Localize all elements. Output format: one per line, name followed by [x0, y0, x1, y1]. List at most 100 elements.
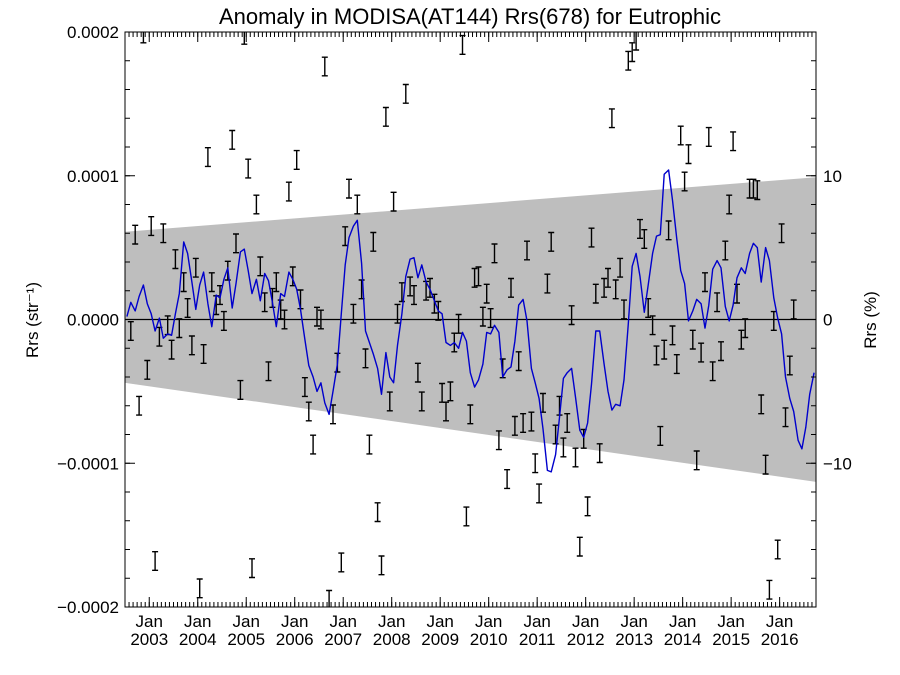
error-bar [653, 345, 660, 366]
error-bar [689, 329, 696, 350]
data-point [568, 305, 575, 326]
error-bar [608, 108, 615, 129]
data-point [338, 552, 345, 573]
data-point [208, 272, 215, 293]
data-point [148, 216, 155, 237]
data-point [576, 536, 583, 557]
data-point [515, 351, 522, 372]
error-bar [596, 443, 603, 464]
x-tick-label-year: 2006 [276, 630, 314, 649]
error-bar [237, 379, 244, 400]
data-point [314, 306, 320, 327]
data-point [204, 147, 211, 168]
data-point [734, 283, 740, 304]
data-point [661, 339, 668, 360]
error-bar [483, 283, 490, 304]
x-tick-label-month: Jan [620, 612, 647, 631]
data-point [354, 194, 361, 215]
y-left-tick-label: −0.0002 [57, 598, 119, 617]
data-point [726, 194, 733, 215]
error-bar [443, 401, 449, 422]
x-tick-label-month: Jan [572, 612, 599, 631]
error-bar [447, 381, 454, 402]
data-point [738, 329, 745, 350]
data-point [317, 309, 324, 330]
error-bar [621, 299, 627, 320]
error-bar [495, 430, 502, 451]
error-bar [233, 233, 239, 254]
data-point [160, 223, 167, 244]
data-point [612, 279, 619, 300]
data-point [698, 342, 705, 363]
x-tick-label-month: Jan [669, 612, 696, 631]
data-point [346, 178, 352, 199]
data-point [617, 257, 624, 278]
data-point [362, 348, 369, 369]
error-bar [750, 178, 757, 199]
x-tick-label-month: Jan [426, 612, 453, 631]
data-point [681, 171, 688, 192]
data-point [253, 194, 260, 215]
error-bar [633, 32, 640, 51]
data-point [398, 282, 405, 303]
error-bar [714, 292, 721, 313]
error-bar [515, 351, 522, 372]
error-bar [176, 318, 183, 339]
error-bar [184, 298, 191, 318]
data-point [592, 283, 599, 304]
error-bar [491, 243, 498, 264]
error-bar [601, 277, 608, 298]
error-bar [378, 555, 385, 576]
data-point [152, 551, 159, 571]
error-bar [617, 257, 624, 278]
error-bar [463, 506, 470, 527]
data-point [310, 434, 317, 455]
data-point [326, 589, 333, 607]
x-tick-label-month: Jan [233, 612, 260, 631]
error-bar [673, 354, 680, 375]
data-point [200, 344, 207, 364]
x-tick-label-month: Jan [378, 612, 405, 631]
error-bar [220, 310, 227, 331]
x-tick-label-month: Jan [717, 612, 744, 631]
data-point [273, 272, 280, 293]
error-bar [544, 273, 551, 294]
data-point [532, 453, 539, 474]
data-point [524, 240, 530, 261]
data-point [714, 292, 721, 313]
error-bar [552, 424, 559, 445]
error-bar [314, 306, 320, 327]
data-point [172, 249, 179, 270]
error-bar [681, 171, 688, 192]
y-axis-right-label: Rrs (%) [861, 291, 880, 349]
data-point [402, 83, 409, 104]
error-bar [605, 267, 611, 288]
y-right-tick-label: 0 [823, 311, 832, 330]
error-bar [564, 413, 571, 433]
data-point [601, 277, 608, 298]
data-point [487, 308, 494, 329]
error-bar [718, 341, 724, 362]
error-bar [144, 359, 151, 380]
error-bar [402, 83, 409, 104]
x-tick-label-year: 2003 [130, 630, 168, 649]
error-bar [742, 318, 749, 339]
error-bar [229, 129, 236, 150]
data-point [705, 126, 712, 147]
error-bar [390, 191, 397, 212]
error-bar [734, 283, 740, 304]
data-point [718, 341, 724, 362]
data-point [374, 502, 381, 523]
error-bar [726, 194, 733, 215]
error-bar [148, 216, 155, 237]
x-tick-label-year: 2009 [421, 630, 459, 649]
data-point [350, 303, 357, 324]
data-point [790, 299, 797, 320]
error-bar [576, 536, 583, 557]
data-point [588, 227, 595, 248]
x-tick-label-month: Jan [523, 612, 550, 631]
data-point [277, 299, 284, 320]
data-point [467, 404, 474, 425]
error-bar [127, 321, 134, 341]
